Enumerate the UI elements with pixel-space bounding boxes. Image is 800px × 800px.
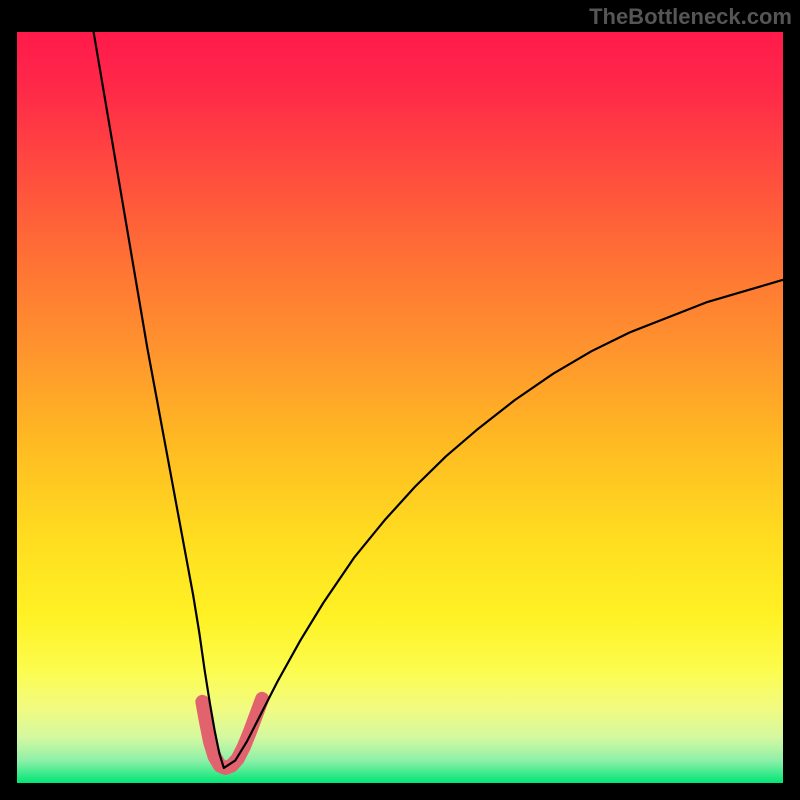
plot-area [17,32,783,783]
bottleneck-chart-svg [0,0,800,800]
chart-container: TheBottleneck.com [0,0,800,800]
watermark-text: TheBottleneck.com [589,4,792,30]
